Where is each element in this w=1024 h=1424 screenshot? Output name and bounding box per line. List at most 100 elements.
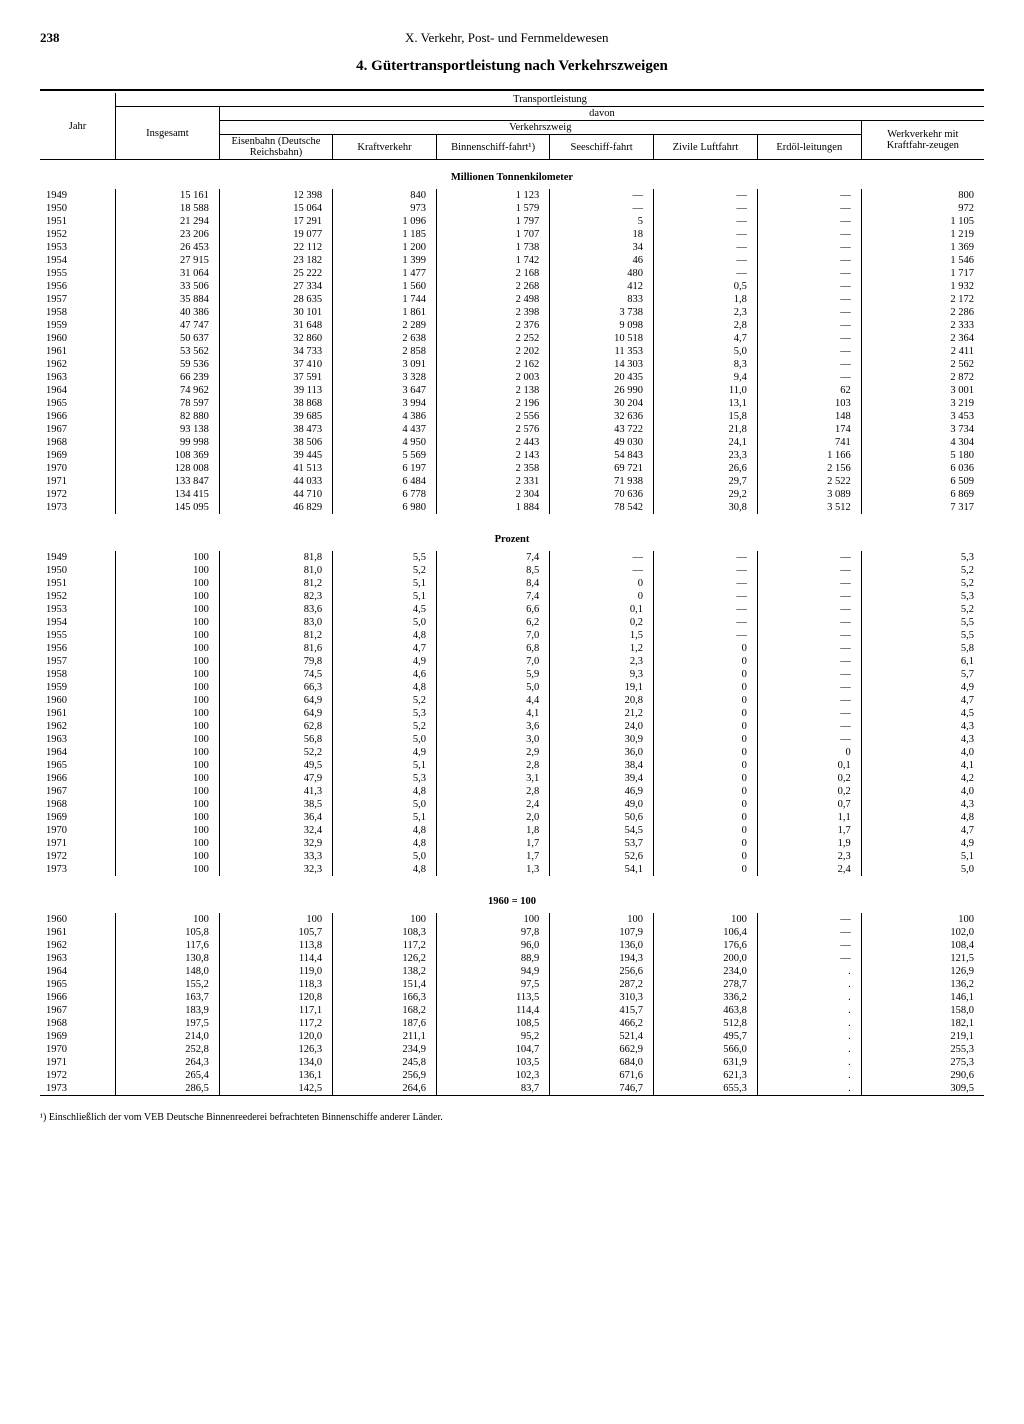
value-cell: 4,9 — [333, 655, 437, 668]
value-cell: 5,5 — [333, 551, 437, 564]
year-cell: 1972 — [40, 850, 116, 863]
value-cell: 62,8 — [219, 720, 332, 733]
value-cell: 103 — [757, 397, 861, 410]
table-row: 194910081,85,57,4———5,3 — [40, 551, 984, 564]
value-cell: 100 — [116, 837, 220, 850]
year-cell: 1969 — [40, 449, 116, 462]
value-cell: — — [757, 590, 861, 603]
value-cell: 148 — [757, 410, 861, 423]
table-row: 196610047,95,33,139,400,24,2 — [40, 772, 984, 785]
value-cell: 4 304 — [861, 436, 984, 449]
year-cell: 1962 — [40, 720, 116, 733]
table-row: 195018 58815 0649731 579———972 — [40, 202, 984, 215]
table-row: 195210082,35,17,40——5,3 — [40, 590, 984, 603]
value-cell: 5,3 — [861, 590, 984, 603]
value-cell: 5,1 — [333, 577, 437, 590]
value-cell: 287,2 — [550, 978, 654, 991]
value-cell: 81,8 — [219, 551, 332, 564]
value-cell: 100 — [116, 863, 220, 876]
value-cell: 2 398 — [436, 306, 549, 319]
value-cell: 4,9 — [333, 746, 437, 759]
value-cell: — — [757, 254, 861, 267]
value-cell: . — [757, 1004, 861, 1017]
value-cell: 32,3 — [219, 863, 332, 876]
value-cell: 94,9 — [436, 965, 549, 978]
year-cell: 1973 — [40, 863, 116, 876]
value-cell: 521,4 — [550, 1030, 654, 1043]
value-cell: 108,5 — [436, 1017, 549, 1030]
value-cell: 0 — [654, 811, 758, 824]
value-cell: — — [654, 267, 758, 280]
table-row: 196210062,85,23,624,00—4,3 — [40, 720, 984, 733]
value-cell: 5,1 — [333, 590, 437, 603]
value-cell: 46 829 — [219, 501, 332, 514]
table-row: 195110081,25,18,40——5,2 — [40, 577, 984, 590]
value-cell: 1 884 — [436, 501, 549, 514]
value-cell: — — [757, 280, 861, 293]
year-cell: 1968 — [40, 436, 116, 449]
value-cell: 2 872 — [861, 371, 984, 384]
value-cell: 19,1 — [550, 681, 654, 694]
table-row: 195531 06425 2221 4772 168480——1 717 — [40, 267, 984, 280]
value-cell: 21 294 — [116, 215, 220, 228]
value-cell: 2,3 — [550, 655, 654, 668]
value-cell: 9,3 — [550, 668, 654, 681]
year-cell: 1972 — [40, 1069, 116, 1082]
value-cell: 2,8 — [436, 759, 549, 772]
value-cell: — — [757, 733, 861, 746]
year-cell: 1973 — [40, 501, 116, 514]
col-seeschiff: Seeschiff-fahrt — [550, 135, 654, 160]
table-row: 1963130,8114,4126,288,9194,3200,0—121,5 — [40, 952, 984, 965]
year-cell: 1962 — [40, 358, 116, 371]
table-row: 1969108 36939 4455 5692 14354 84323,31 1… — [40, 449, 984, 462]
value-cell: — — [654, 577, 758, 590]
value-cell: 6 036 — [861, 462, 984, 475]
value-cell: 211,1 — [333, 1030, 437, 1043]
table-row: 196793 13838 4734 4372 57643 72221,81743… — [40, 423, 984, 436]
value-cell: 245,8 — [333, 1056, 437, 1069]
value-cell: . — [757, 1056, 861, 1069]
value-cell: 19 077 — [219, 228, 332, 241]
value-cell: — — [654, 228, 758, 241]
value-cell: 32 636 — [550, 410, 654, 423]
value-cell: 56,8 — [219, 733, 332, 746]
value-cell: 49,5 — [219, 759, 332, 772]
table-title: 4. Gütertransportleistung nach Verkehrsz… — [40, 58, 984, 75]
value-cell: — — [757, 306, 861, 319]
value-cell: 0,2 — [550, 616, 654, 629]
value-cell: — — [757, 655, 861, 668]
value-cell: 38 506 — [219, 436, 332, 449]
value-cell: 102,0 — [861, 926, 984, 939]
year-cell: 1963 — [40, 371, 116, 384]
value-cell: 0 — [654, 824, 758, 837]
value-cell: 1 166 — [757, 449, 861, 462]
table-row: 1971133 84744 0336 4842 33171 93829,72 5… — [40, 475, 984, 488]
chapter-title: X. Verkehr, Post- und Fernmeldewesen — [60, 30, 955, 46]
value-cell: 671,6 — [550, 1069, 654, 1082]
value-cell: 5 — [550, 215, 654, 228]
value-cell: 2,4 — [757, 863, 861, 876]
year-cell: 1956 — [40, 280, 116, 293]
value-cell: 40 386 — [116, 306, 220, 319]
value-cell: 136,1 — [219, 1069, 332, 1082]
value-cell: 102,3 — [436, 1069, 549, 1082]
value-cell: 1,1 — [757, 811, 861, 824]
value-cell: 2 286 — [861, 306, 984, 319]
value-cell: 5,0 — [333, 733, 437, 746]
value-cell: 0 — [757, 746, 861, 759]
value-cell: — — [757, 707, 861, 720]
value-cell: 0 — [654, 798, 758, 811]
value-cell: 100 — [116, 811, 220, 824]
value-cell: 100 — [116, 655, 220, 668]
value-cell: 13,1 — [654, 397, 758, 410]
value-cell: 106,4 — [654, 926, 758, 939]
value-cell: 17 291 — [219, 215, 332, 228]
value-cell: 133 847 — [116, 475, 220, 488]
value-cell: 412 — [550, 280, 654, 293]
value-cell: 34 733 — [219, 345, 332, 358]
value-cell: 120,0 — [219, 1030, 332, 1043]
value-cell: 2 003 — [436, 371, 549, 384]
value-cell: 100 — [116, 668, 220, 681]
value-cell: 100 — [116, 759, 220, 772]
value-cell: 621,3 — [654, 1069, 758, 1082]
